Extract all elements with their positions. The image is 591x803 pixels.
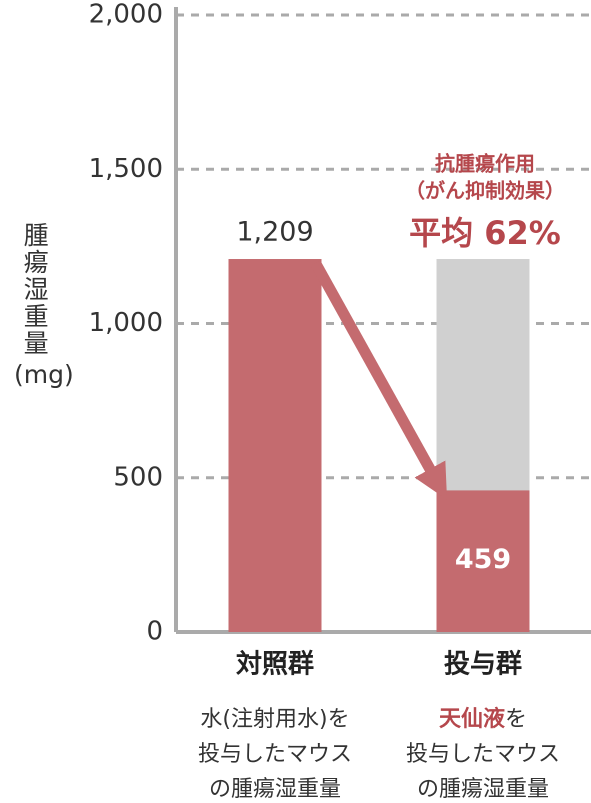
y-axis-title: 腫瘍湿重量 (mg) [14,222,74,389]
caption-text: 投与したマウス [198,742,352,767]
caption-text: 投与したマウス [406,742,560,767]
y-label: 腫瘍湿重量 [20,222,50,357]
y-tick-label: 1,500 [89,154,163,184]
annotation: （がん抑制効果） [405,179,565,203]
y-tick-label: 500 [113,462,163,492]
caption-highlight: 天仙液 [439,706,505,732]
caption-text: 水(注射用水)を [200,707,349,732]
y-tick-label: 2,000 [89,0,163,30]
caption-text: の腫瘍湿重量 [417,777,549,802]
caption-line: の腫瘍湿重量 [209,777,341,802]
bar [228,259,322,632]
caption-text: を [505,707,527,732]
category-label: 投与群 [444,650,522,680]
y-unit: (mg) [14,360,74,390]
y-tick-label: 1,000 [89,308,163,338]
y-tick-label: 0 [146,617,163,647]
value-label: 1,209 [236,217,313,248]
caption-line: 投与したマウス [406,742,560,767]
caption-line: 天仙液を [439,706,527,732]
bar [436,490,530,632]
caption-line: 水(注射用水)を [200,707,349,732]
arrow [310,260,448,500]
caption-line: の腫瘍湿重量 [417,777,549,802]
annotation: 平均 62% [409,214,561,252]
category-label: 対照群 [236,650,314,680]
caption-text: の腫瘍湿重量 [209,777,341,802]
caption-line: 投与したマウス [198,742,352,767]
value-label: 459 [455,544,511,575]
annotation: 抗腫瘍作用 [435,152,535,176]
